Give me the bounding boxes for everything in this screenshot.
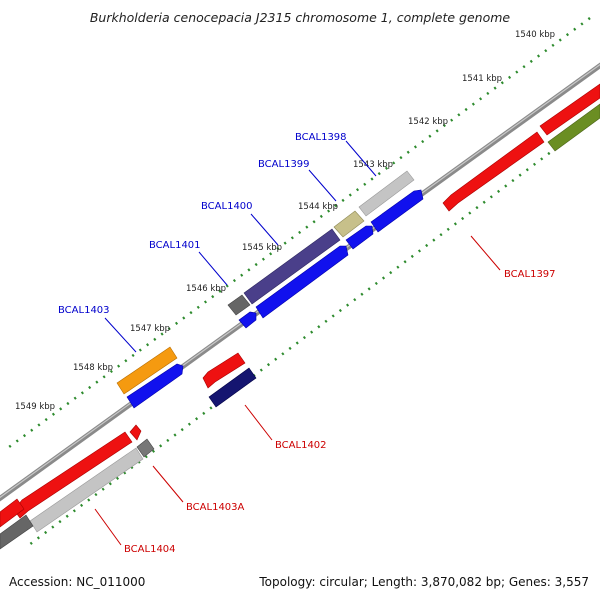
gene-bcal1400-arrow[interactable] xyxy=(255,245,349,319)
gene-label-bcal1399[interactable]: BCAL1399 xyxy=(258,159,310,170)
callout-bcal1397 xyxy=(470,235,501,271)
kbp-label-1548: 1548 kbp xyxy=(73,363,113,373)
upper-scale-line xyxy=(4,16,591,452)
gene-label-bcal1403[interactable]: BCAL1403 xyxy=(58,305,110,316)
kbp-label-1543: 1543 kbp xyxy=(353,160,393,170)
gene-bcal1401-arrow[interactable] xyxy=(238,311,257,329)
lower-scale-line xyxy=(24,114,600,549)
callout-bcal1401 xyxy=(198,251,228,286)
gene-red-bar-left[interactable] xyxy=(0,498,25,528)
genome-summary-text: Topology: circular; Length: 3,870,082 bp… xyxy=(259,575,589,589)
gene-bcal1403-bar[interactable] xyxy=(116,346,178,395)
kbp-label-1546: 1546 kbp xyxy=(186,284,226,294)
gene-bcal1402-red-arrow[interactable] xyxy=(202,352,246,389)
gene-bcal1401-bar[interactable] xyxy=(227,294,251,316)
gene-bcal1399-bar[interactable] xyxy=(333,210,365,238)
callout-bcal1403 xyxy=(104,317,137,353)
gene-bcal1404-bar[interactable] xyxy=(29,447,144,533)
kbp-label-1545: 1545 kbp xyxy=(242,243,282,253)
kbp-label-1542: 1542 kbp xyxy=(408,117,448,127)
gene-bcal1399-arrow[interactable] xyxy=(345,225,374,250)
gene-label-bcal1404[interactable]: BCAL1404 xyxy=(124,544,176,555)
callout-bcal1402 xyxy=(244,404,273,441)
kbp-labels: 1540 kbp 1541 kbp 1542 kbp 1543 kbp 1544… xyxy=(15,30,555,412)
kbp-label-1547: 1547 kbp xyxy=(130,324,170,334)
gene-dark-gray-bar-left[interactable] xyxy=(0,514,34,550)
gene-bcal1403-arrow[interactable] xyxy=(126,363,184,409)
gene-label-bcal1400[interactable]: BCAL1400 xyxy=(201,201,253,212)
callout-bcal1403a xyxy=(152,465,184,503)
gene-label-bcal1402[interactable]: BCAL1402 xyxy=(275,440,327,451)
kbp-label-1540: 1540 kbp xyxy=(515,30,555,40)
gene-label-bcal1403a[interactable]: BCAL1403A xyxy=(186,502,245,513)
gene-bcal1403a-arrow[interactable] xyxy=(129,424,142,441)
callout-bcal1398 xyxy=(345,140,377,177)
gene-label-bcal1398[interactable]: BCAL1398 xyxy=(295,132,347,143)
gene-label-bcal1401[interactable]: BCAL1401 xyxy=(149,240,201,251)
gene-olive-bar[interactable] xyxy=(547,103,600,152)
kbp-label-1544: 1544 kbp xyxy=(298,202,338,212)
gene-label-bcal1397[interactable]: BCAL1397 xyxy=(504,269,556,280)
gene-bcal1400-bar[interactable] xyxy=(243,228,341,305)
gene-bcal1404-red-arrow[interactable] xyxy=(13,431,133,519)
gene-bcal1402-bar[interactable] xyxy=(208,367,257,408)
callout-bcal1404 xyxy=(94,508,122,546)
accession-text: Accession: NC_011000 xyxy=(9,575,146,589)
callout-bcal1400 xyxy=(250,213,279,246)
gene-bcal1398-arrow[interactable] xyxy=(370,189,424,233)
kbp-label-1549: 1549 kbp xyxy=(15,402,55,412)
gene-bcal1398-bar[interactable] xyxy=(358,170,415,217)
map-title: Burkholderia cenocepacia J2315 chromosom… xyxy=(89,10,511,25)
callout-bcal1399 xyxy=(308,169,337,202)
kbp-label-1541: 1541 kbp xyxy=(462,74,502,84)
gene-bcal1397-arrow[interactable] xyxy=(442,131,545,212)
gene-red-bar-top[interactable] xyxy=(539,83,600,136)
gene-bcal1403a-bar[interactable] xyxy=(136,438,155,458)
